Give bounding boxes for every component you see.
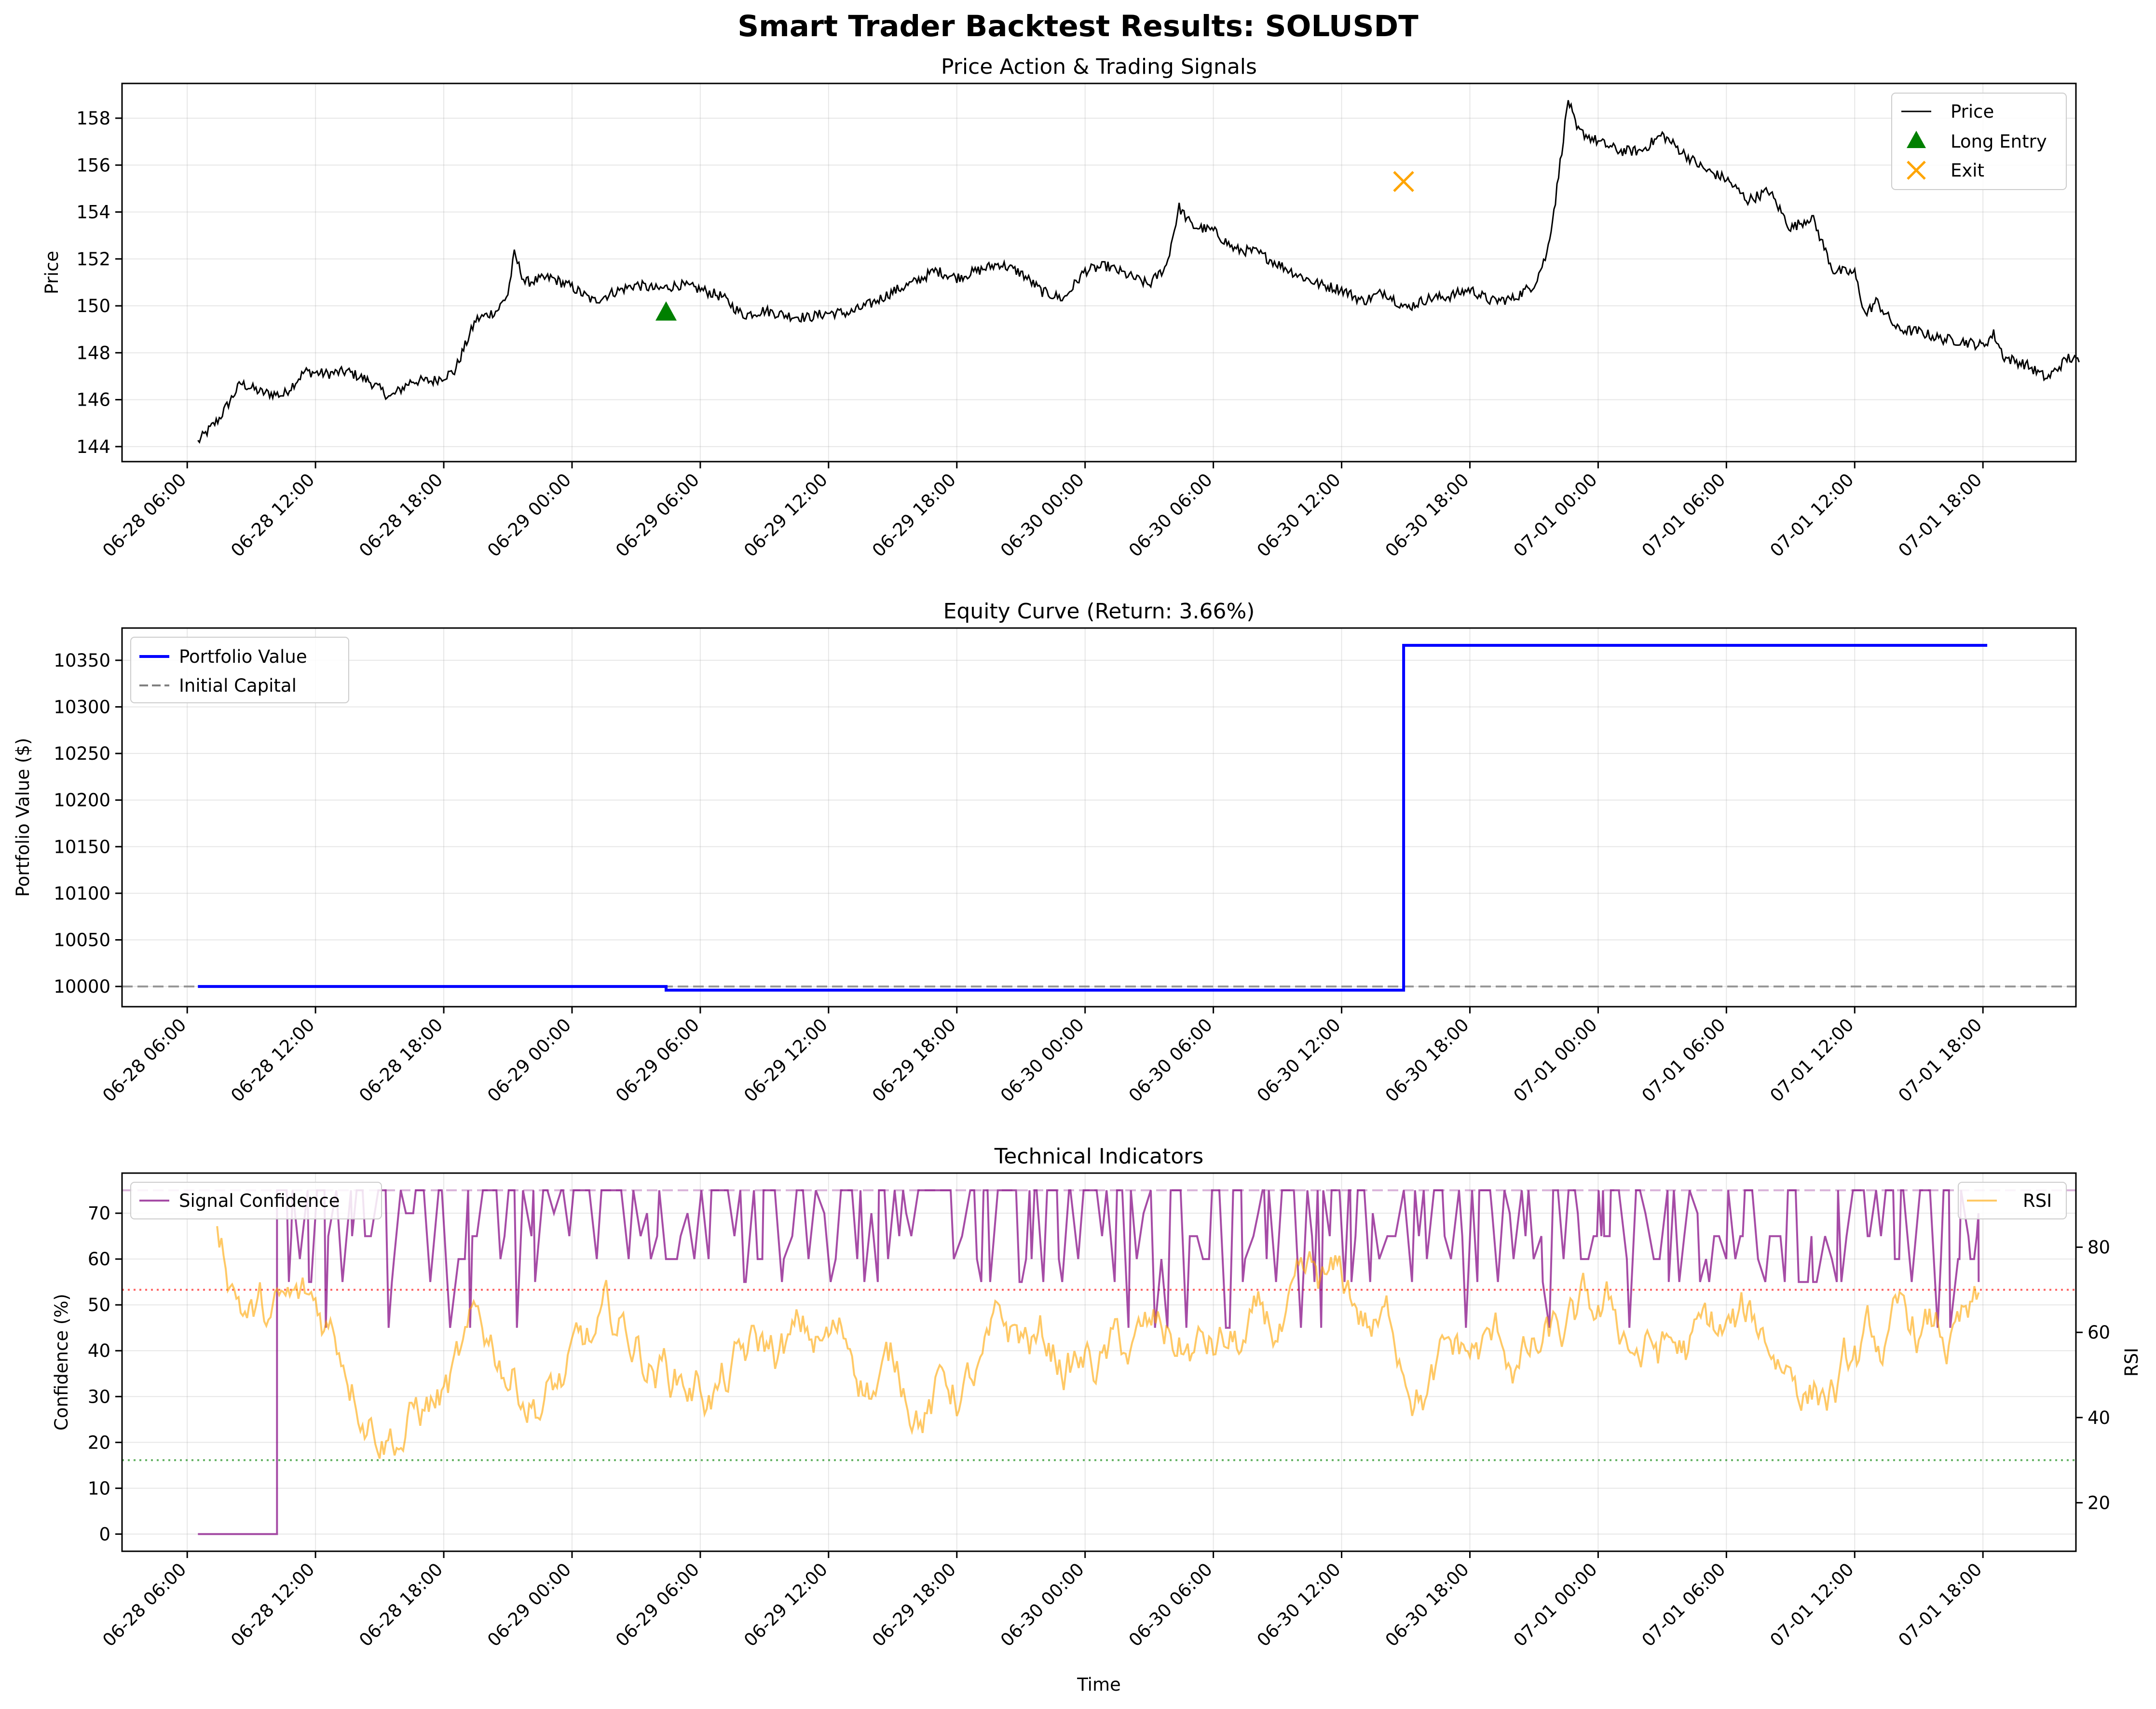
y-tick-label: 10350 bbox=[54, 650, 110, 671]
legend-frame bbox=[130, 637, 349, 703]
legend-price-label: Price bbox=[1951, 101, 1994, 122]
y2-tick-label: 60 bbox=[2088, 1322, 2110, 1343]
y-tick-label: 10300 bbox=[54, 697, 110, 717]
y-tick-label: 154 bbox=[76, 202, 110, 223]
y-tick-label: 10100 bbox=[54, 883, 110, 904]
legend-confidence: Signal Confidence bbox=[130, 1182, 382, 1219]
y-tick-label: 40 bbox=[88, 1340, 110, 1361]
exit-marker bbox=[1393, 171, 1414, 192]
y-tick-label: 70 bbox=[88, 1203, 110, 1224]
subplot-title: Price Action & Trading Signals bbox=[941, 55, 1257, 79]
legend-frame bbox=[1958, 1182, 2067, 1219]
legend: Price Long Entry Exit bbox=[1891, 93, 2067, 190]
figure-title: Smart Trader Backtest Results: SOLUSDT bbox=[737, 9, 1419, 43]
legend-exit-label: Exit bbox=[1951, 160, 1984, 181]
legend: Portfolio Value Initial Capital bbox=[130, 637, 349, 703]
legend-portfolio-label: Portfolio Value bbox=[179, 646, 307, 667]
y-axis-label: Price bbox=[41, 251, 62, 294]
portfolio-value-line bbox=[198, 643, 1988, 992]
plot-frame bbox=[121, 1172, 2077, 1552]
y-tick-label: 156 bbox=[76, 155, 110, 176]
y-tick-label: 158 bbox=[76, 108, 110, 129]
legend-rsi-label: RSI bbox=[2023, 1190, 2052, 1211]
y-tick-label: 20 bbox=[88, 1432, 110, 1453]
y-tick-label: 10000 bbox=[54, 976, 110, 997]
rsi-line bbox=[216, 1226, 1980, 1459]
legend-rsi: RSI bbox=[1958, 1182, 2067, 1219]
plot-frame bbox=[121, 82, 2077, 463]
y-tick-label: 10200 bbox=[54, 790, 110, 811]
legend-long-entry-label: Long Entry bbox=[1951, 131, 2047, 152]
y-tick-label: 10150 bbox=[54, 836, 110, 857]
long-entry-marker bbox=[655, 301, 677, 321]
subplot-title: Equity Curve (Return: 3.66%) bbox=[943, 599, 1255, 624]
y-tick-label: 146 bbox=[76, 390, 110, 410]
price-line bbox=[197, 100, 2080, 444]
y-tick-label: 144 bbox=[76, 437, 110, 457]
y-tick-label: 152 bbox=[76, 249, 110, 270]
signal-confidence-line bbox=[198, 1189, 1980, 1535]
legend-confidence-label: Signal Confidence bbox=[179, 1190, 340, 1211]
y2-tick-label: 20 bbox=[2088, 1492, 2110, 1513]
legend-long-entry-swatch bbox=[1907, 131, 1926, 148]
legend-frame bbox=[1891, 93, 2067, 190]
y-tick-label: 150 bbox=[76, 296, 110, 316]
plot-frame bbox=[121, 627, 2077, 1008]
y2-axis-label: RSI bbox=[2121, 1348, 2142, 1377]
y-tick-label: 148 bbox=[76, 342, 110, 363]
y-axis-label: Confidence (%) bbox=[51, 1294, 72, 1431]
y2-tick-label: 40 bbox=[2088, 1408, 2110, 1428]
y-tick-label: 60 bbox=[88, 1249, 110, 1270]
y-tick-label: 10050 bbox=[54, 930, 110, 950]
x-axis-label: Time bbox=[1077, 1674, 1121, 1695]
y-tick-label: 10 bbox=[88, 1478, 110, 1499]
y-tick-label: 30 bbox=[88, 1386, 110, 1407]
y-tick-label: 10250 bbox=[54, 743, 110, 764]
y-tick-label: 50 bbox=[88, 1295, 110, 1315]
y-tick-label: 0 bbox=[99, 1524, 110, 1545]
y2-tick-label: 80 bbox=[2088, 1237, 2110, 1258]
legend-frame bbox=[130, 1182, 382, 1219]
legend-initial-capital-label: Initial Capital bbox=[179, 675, 297, 696]
y-axis-label: Portfolio Value ($) bbox=[13, 738, 33, 897]
subplot-title: Technical Indicators bbox=[994, 1144, 1203, 1169]
legend-exit-swatch bbox=[1907, 161, 1926, 180]
